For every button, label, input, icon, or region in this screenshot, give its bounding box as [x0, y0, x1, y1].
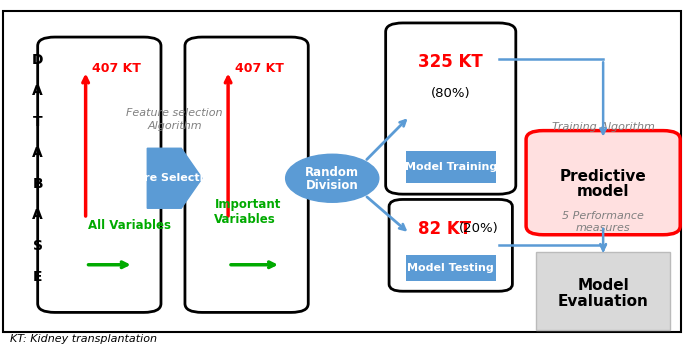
Text: B: B [32, 177, 43, 191]
Text: A: A [32, 84, 43, 98]
Text: A: A [32, 146, 43, 160]
FancyBboxPatch shape [386, 23, 516, 194]
Polygon shape [147, 148, 202, 208]
Text: Predictive: Predictive [560, 169, 647, 184]
Text: Feature Selection: Feature Selection [110, 173, 219, 183]
Text: Feature selection
Algorithm: Feature selection Algorithm [127, 108, 223, 131]
Text: T: T [33, 115, 42, 129]
Text: All Variables: All Variables [88, 220, 171, 232]
Text: model: model [577, 184, 630, 199]
Text: Model Testing: Model Testing [408, 263, 494, 273]
Circle shape [286, 154, 379, 202]
Text: Division: Division [306, 179, 359, 192]
Text: D: D [32, 53, 43, 67]
Text: E: E [33, 270, 42, 285]
FancyBboxPatch shape [38, 37, 161, 312]
FancyBboxPatch shape [3, 11, 681, 332]
Text: (20%): (20%) [459, 222, 499, 235]
Text: 407 KT: 407 KT [235, 62, 284, 75]
FancyBboxPatch shape [389, 199, 512, 291]
Text: (80%): (80%) [431, 87, 471, 100]
Text: A: A [32, 208, 43, 222]
FancyBboxPatch shape [526, 131, 680, 235]
Text: Random: Random [306, 167, 359, 179]
Text: Model: Model [577, 279, 629, 293]
FancyBboxPatch shape [536, 252, 670, 330]
Text: KT: Kidney transplantation: KT: Kidney transplantation [10, 334, 158, 344]
Text: Model Training: Model Training [405, 162, 497, 172]
Text: 325 KT: 325 KT [419, 53, 483, 71]
FancyBboxPatch shape [406, 255, 496, 281]
Text: Important
Variables: Important Variables [214, 198, 281, 226]
Text: 407 KT: 407 KT [92, 62, 141, 75]
Text: 5 Performance
measures: 5 Performance measures [562, 211, 644, 233]
Text: 82 KT: 82 KT [418, 220, 471, 238]
Text: Evaluation: Evaluation [558, 294, 649, 309]
Text: Training Algorithm: Training Algorithm [551, 122, 655, 132]
FancyBboxPatch shape [406, 151, 496, 183]
Text: S: S [33, 239, 42, 253]
FancyBboxPatch shape [185, 37, 308, 312]
